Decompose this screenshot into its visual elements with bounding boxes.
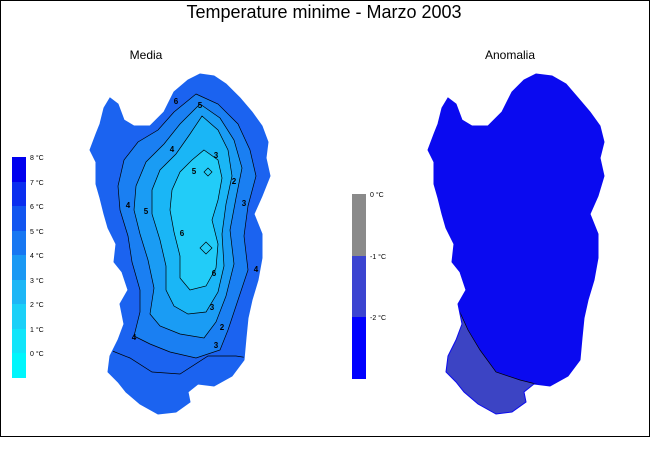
contour-label: 4 xyxy=(254,265,259,274)
legend-anomalia-label: -1 °C xyxy=(370,253,387,261)
legend-media-label: 1 °C xyxy=(30,326,44,334)
contour-label: 6 xyxy=(180,229,185,238)
subtitle-anomalia: Anomalia xyxy=(484,48,536,62)
contour-label: 3 xyxy=(214,151,219,160)
contour-label: 5 xyxy=(192,167,197,176)
contour-label: 4 xyxy=(132,333,137,342)
legend-anomalia-label: -2 °C xyxy=(370,315,387,322)
contour-label: 5 xyxy=(144,207,149,216)
figure-title: Temperature minime - Marzo 2003 xyxy=(186,2,462,22)
legend-anomalia-swatch xyxy=(352,255,366,317)
legend-media-label: 3 °C xyxy=(30,277,44,285)
legend-anomalia-swatch xyxy=(352,317,366,379)
legend-anomalia-label: 0 °C xyxy=(370,192,384,199)
contour-label: 4 xyxy=(170,145,175,154)
legend-media-label: 0 °C xyxy=(30,351,44,358)
contour-label: 4 xyxy=(126,201,131,210)
legend-media-label: 4 °C xyxy=(30,253,44,260)
contour-label: 6 xyxy=(212,269,217,278)
legend-media-label: 6 °C xyxy=(30,204,44,211)
contour-label: 2 xyxy=(220,323,225,332)
contour-label: 5 xyxy=(198,101,203,110)
contour-label: 2 xyxy=(232,177,237,186)
contour-label: 6 xyxy=(174,97,179,106)
legend-media-label: 5 °C xyxy=(30,228,44,236)
map-anomalia xyxy=(428,74,604,414)
legend-media-label: 8 °C xyxy=(30,155,44,162)
legend-media-swatch xyxy=(12,157,26,182)
contour-south xyxy=(109,349,263,375)
legend-media-swatch xyxy=(12,181,26,206)
legend-media-swatch xyxy=(12,279,26,304)
legend-media-swatch xyxy=(12,230,26,255)
zone-core xyxy=(169,149,223,291)
zone-inner2 xyxy=(199,241,213,255)
legend-anomalia-swatch xyxy=(352,194,366,256)
map-media xyxy=(90,74,270,414)
legend-media-swatch xyxy=(12,255,26,280)
contour-label: 3 xyxy=(210,303,215,312)
contour-label: 3 xyxy=(214,341,219,350)
contour-label: 3 xyxy=(242,199,247,208)
legend-media-swatch xyxy=(12,206,26,231)
legend-media-swatch xyxy=(12,353,26,378)
subtitle-media: Media xyxy=(129,48,163,62)
legend-media-label: 2 °C xyxy=(30,302,44,309)
zone-inner1 xyxy=(203,167,213,177)
legend-media-swatch xyxy=(12,328,26,353)
legend-media: 8 °C 7 °C 6 °C 5 °C 4 °C 3 °C 2 °C 1 °C 0 °C xyxy=(12,155,52,379)
legend-media-swatch xyxy=(12,304,26,329)
legend-media-label: 7 °C xyxy=(30,179,44,187)
legend-anomalia: 0 °C -1 °C -2 °C xyxy=(352,192,392,379)
